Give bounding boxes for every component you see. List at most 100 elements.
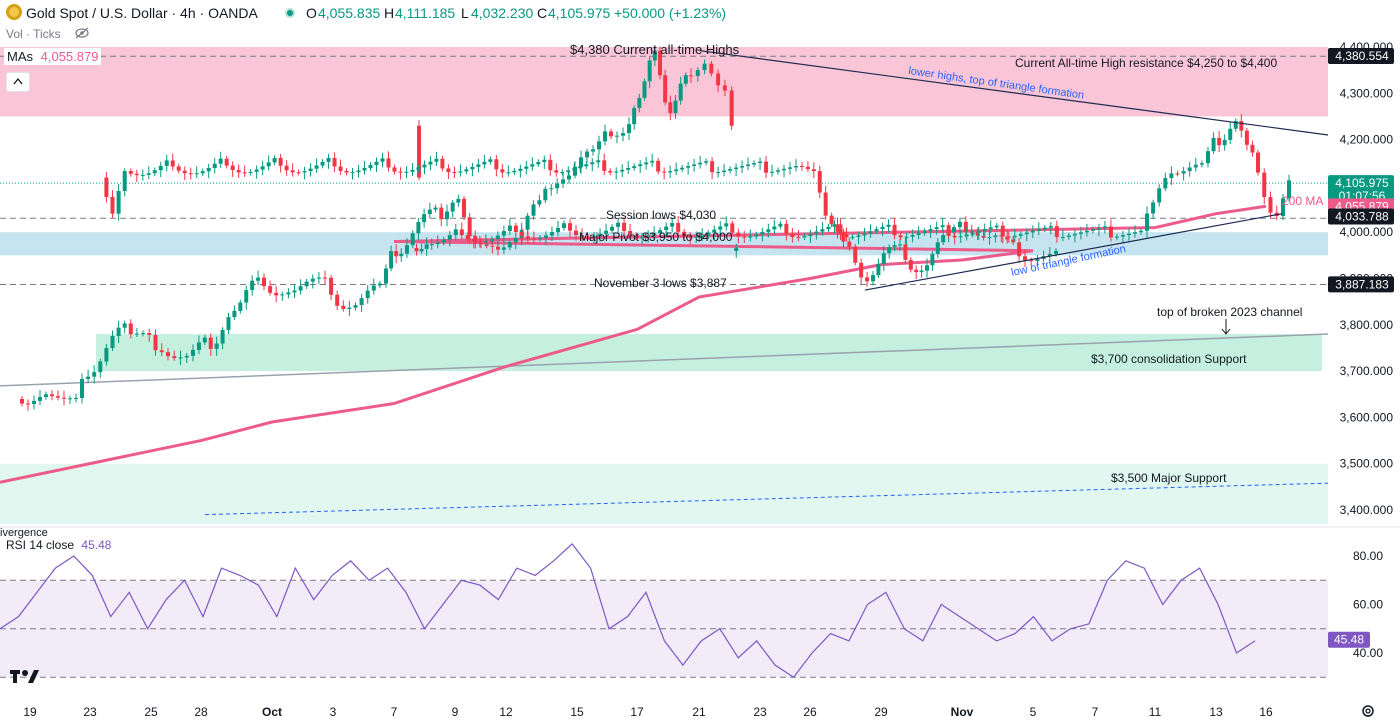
x-tick-label: 19: [23, 705, 37, 719]
candle-body: [377, 283, 382, 286]
candle-body: [662, 171, 667, 173]
candle-body: [329, 277, 334, 295]
candle-body: [374, 161, 379, 165]
candle-body: [1114, 236, 1119, 238]
rsi-tick-label: 60.00: [1353, 598, 1383, 612]
candle-body: [814, 231, 819, 234]
candle-body: [272, 157, 277, 163]
candle-body: [729, 90, 734, 126]
candle-body: [766, 229, 771, 233]
candle-body: [722, 85, 727, 91]
candle-body: [712, 229, 717, 233]
candle-body: [621, 133, 625, 136]
price-tag-label: 4,033.788: [1335, 210, 1389, 224]
collapse-legend-button[interactable]: [6, 72, 30, 92]
candle-body: [841, 231, 846, 242]
candle-body: [50, 394, 54, 397]
candle-body: [1078, 232, 1083, 234]
tradingview-logo[interactable]: [10, 668, 40, 689]
candle-body: [359, 298, 364, 306]
ma-legend[interactable]: MAs 4,055.879: [4, 48, 102, 65]
candle-body: [598, 233, 603, 237]
candle-body: [419, 248, 424, 252]
candle-body: [302, 171, 307, 173]
candle-body: [286, 292, 291, 295]
candle-body: [1060, 236, 1065, 238]
candle-body: [832, 224, 837, 227]
candle-body: [158, 165, 163, 171]
candle-body: [898, 244, 902, 246]
candle-body: [470, 166, 475, 170]
candle-body: [519, 232, 524, 237]
candle-body: [1187, 167, 1192, 172]
candle-body: [531, 238, 536, 240]
candle-body: [1250, 144, 1255, 153]
candle-body: [632, 166, 637, 168]
eye-hidden-icon[interactable]: [74, 26, 90, 45]
candle-body: [292, 290, 297, 293]
candle-body: [362, 168, 367, 171]
candle-body: [698, 162, 703, 165]
candle-body: [471, 239, 476, 242]
candle-body: [513, 238, 518, 243]
candle-body: [916, 233, 921, 236]
candle-body: [892, 224, 897, 236]
volume-indicator-label[interactable]: Vol · Ticks: [6, 27, 61, 41]
candle-body: [1169, 173, 1174, 179]
candle-body: [284, 165, 289, 171]
candle-body: [574, 230, 579, 236]
settings-gear-icon[interactable]: [1360, 703, 1376, 722]
candle-body: [218, 158, 223, 164]
candle-body: [865, 277, 870, 282]
candle-body: [250, 280, 255, 291]
candle-body: [427, 209, 432, 215]
candle-body: [976, 230, 981, 233]
candle-body: [262, 277, 266, 287]
candle-body: [200, 171, 205, 174]
candle-body: [196, 342, 201, 350]
candle-body: [826, 226, 831, 230]
candle-body: [572, 168, 577, 171]
candle-body: [433, 207, 438, 210]
candle-body: [963, 221, 968, 232]
rsi-label: RSI 14 close: [6, 538, 75, 552]
candle-body: [668, 102, 673, 114]
candle-body: [722, 170, 727, 173]
candle-body: [716, 172, 721, 174]
candle-body: [782, 168, 787, 171]
candle-body: [695, 70, 700, 77]
candle-body: [615, 135, 619, 137]
candle-body: [32, 400, 36, 404]
candle-body: [627, 124, 631, 134]
candle-body: [640, 237, 645, 239]
candle-body: [994, 225, 999, 228]
x-tick-label: 16: [1259, 705, 1273, 719]
rsi-legend[interactable]: RSI 14 close 45.48: [6, 538, 111, 552]
candle-body: [604, 230, 609, 234]
candle-body: [459, 229, 464, 236]
candle-body: [770, 171, 775, 173]
candle-body: [678, 83, 683, 101]
candle-body: [428, 161, 433, 165]
candle-body: [686, 166, 691, 168]
price-tag-bg: [1328, 48, 1394, 65]
candle-body: [614, 171, 619, 173]
candle-body: [1262, 172, 1267, 198]
candle-body: [941, 235, 946, 243]
candle-body: [650, 160, 655, 163]
candle-body: [537, 200, 542, 205]
candle-body: [290, 170, 295, 173]
symbol-title[interactable]: Gold Spot / U.S. Dollar · 4h · OANDA: [26, 5, 258, 21]
candle-body: [844, 234, 849, 238]
candle-body: [464, 169, 469, 172]
x-tick-label: Oct: [262, 705, 282, 719]
candle-body: [914, 269, 919, 273]
candle-body: [208, 337, 213, 349]
candle-body: [776, 170, 781, 172]
candle-body: [164, 160, 169, 166]
candle-body: [602, 160, 607, 171]
candle-body: [647, 60, 652, 82]
candle-body: [441, 239, 446, 243]
high-value: 4,111.185: [395, 5, 456, 21]
